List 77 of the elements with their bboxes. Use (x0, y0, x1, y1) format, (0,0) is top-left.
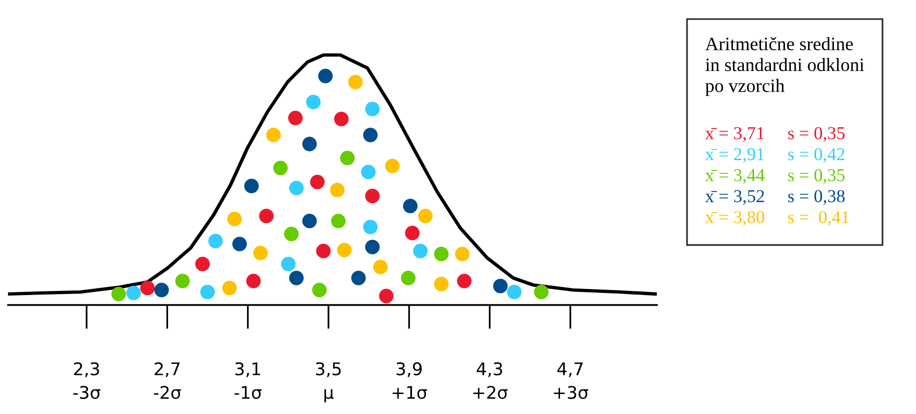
x2-tick-label: +3σ (554, 386, 588, 399)
point (413, 244, 428, 258)
point (140, 280, 155, 296)
point (126, 286, 141, 300)
x2-tick-label: -3σ (73, 386, 100, 399)
point (288, 110, 303, 126)
point (306, 94, 321, 110)
point (208, 234, 223, 248)
point (302, 214, 317, 228)
point (405, 226, 420, 240)
point (227, 212, 242, 226)
x2-tick-label: +2σ (473, 386, 508, 399)
point (281, 256, 296, 272)
x2-tick-label: -2σ (154, 386, 181, 399)
point (253, 246, 268, 260)
point (302, 136, 317, 152)
point (266, 128, 281, 142)
point (289, 180, 304, 196)
point (246, 274, 261, 288)
point (385, 158, 400, 174)
point (434, 246, 449, 262)
x2-tick-label: -1σ (234, 386, 262, 399)
point (111, 286, 126, 302)
point (273, 160, 288, 176)
x2-tick-label: μ (324, 389, 334, 402)
point (361, 164, 376, 180)
point (330, 182, 345, 198)
point (222, 280, 237, 296)
x-tick-label: 4,7 (557, 362, 583, 378)
point (154, 282, 169, 298)
x2-tick-label: +1σ (392, 386, 427, 399)
text: x̄ = 3,80 s = 0,41 (705, 211, 849, 226)
point (373, 260, 388, 274)
text: x̄ = 2,91 s = 0,42 (705, 148, 844, 163)
point (340, 150, 355, 166)
point (318, 68, 333, 84)
x-tick-label: 4,3 (476, 362, 502, 378)
legend-title: Aritmetične sredine in standardni odkloni po vzorcih (705, 37, 864, 96)
point (244, 178, 259, 194)
point (334, 112, 349, 126)
point (401, 270, 416, 286)
point (363, 128, 378, 142)
point (310, 174, 325, 190)
point (348, 74, 363, 90)
text: x̄ = 3,44 s = 0,35 (705, 169, 845, 184)
point (434, 276, 449, 292)
point (363, 220, 378, 234)
point (493, 278, 508, 294)
point (284, 226, 299, 242)
point (534, 284, 549, 300)
point (232, 236, 247, 252)
point (200, 284, 215, 300)
point (351, 270, 366, 286)
point (507, 284, 522, 300)
x-tick-label: 2,3 (74, 362, 100, 378)
point (365, 102, 380, 116)
point (259, 208, 274, 224)
point (316, 244, 331, 258)
x-tick-label: 2,7 (154, 362, 180, 378)
x-tick-label: 3,1 (235, 362, 260, 378)
point (337, 242, 352, 258)
point (403, 198, 418, 214)
point (195, 256, 210, 272)
point (455, 246, 470, 262)
point (457, 274, 472, 288)
text: x̄ = 3,52 s = 0,38 (705, 190, 845, 205)
point (379, 288, 394, 304)
x-tick-label: 3,5 (316, 362, 341, 378)
point (331, 214, 346, 228)
point (312, 282, 327, 298)
point (365, 188, 380, 204)
text: x̄ = 3,71 s = 0,35 (705, 127, 845, 142)
x-tick-label: 3,9 (396, 362, 422, 378)
point (365, 240, 380, 254)
point (418, 208, 433, 224)
point (289, 270, 304, 286)
point (175, 274, 190, 288)
